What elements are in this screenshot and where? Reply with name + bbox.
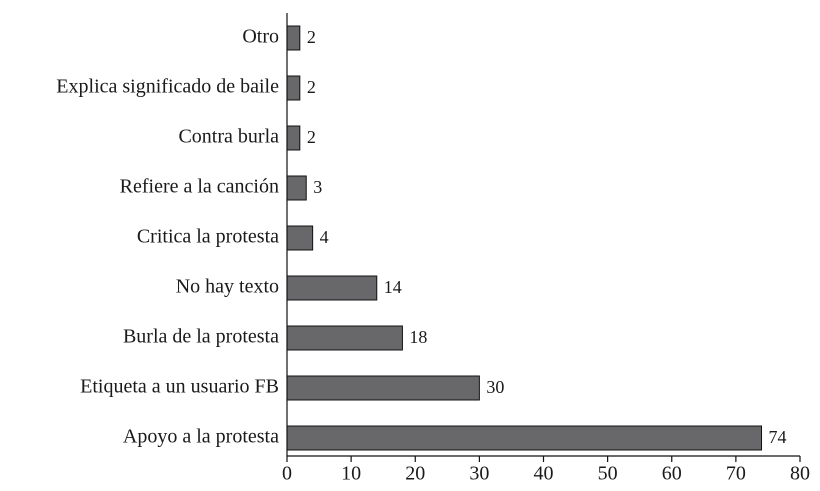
bar bbox=[286, 275, 378, 301]
y-tick-label: Apoyo a la protesta bbox=[123, 426, 279, 448]
bar bbox=[286, 225, 314, 251]
bar bbox=[286, 125, 301, 151]
x-tick-label: 60 bbox=[662, 463, 682, 485]
bar bbox=[286, 375, 480, 401]
bar bbox=[286, 75, 301, 101]
y-tick-label: Burla de la protesta bbox=[123, 326, 279, 348]
x-tick-label: 50 bbox=[598, 463, 618, 485]
y-tick-label: Contra burla bbox=[178, 126, 279, 148]
bar bbox=[286, 175, 307, 201]
value-label: 2 bbox=[307, 27, 316, 47]
y-tick-label: Explica significado de baile bbox=[56, 76, 279, 98]
x-tick-label: 70 bbox=[726, 463, 746, 485]
bar bbox=[286, 425, 763, 451]
value-label: 2 bbox=[307, 127, 316, 147]
y-tick-label: No hay texto bbox=[176, 276, 279, 298]
y-tick-label: Refiere a la canción bbox=[120, 176, 279, 198]
x-tick-label: 80 bbox=[790, 463, 810, 485]
value-label: 14 bbox=[384, 277, 402, 297]
value-label: 18 bbox=[409, 327, 427, 347]
value-label: 3 bbox=[313, 177, 322, 197]
x-tick-label: 0 bbox=[282, 463, 292, 485]
x-tick-label: 10 bbox=[341, 463, 361, 485]
bar bbox=[286, 325, 403, 351]
x-tick-label: 40 bbox=[534, 463, 554, 485]
bar bbox=[286, 25, 301, 51]
x-tick-label: 20 bbox=[405, 463, 425, 485]
value-label: 2 bbox=[307, 77, 316, 97]
y-tick-label: Etiqueta a un usuario FB bbox=[80, 376, 279, 398]
value-label: 74 bbox=[769, 427, 787, 447]
value-label: 30 bbox=[486, 377, 504, 397]
y-tick-label: Otro bbox=[242, 26, 279, 48]
y-tick-label: Critica la protesta bbox=[137, 226, 279, 248]
value-label: 4 bbox=[320, 227, 329, 247]
x-tick-label: 30 bbox=[469, 463, 489, 485]
